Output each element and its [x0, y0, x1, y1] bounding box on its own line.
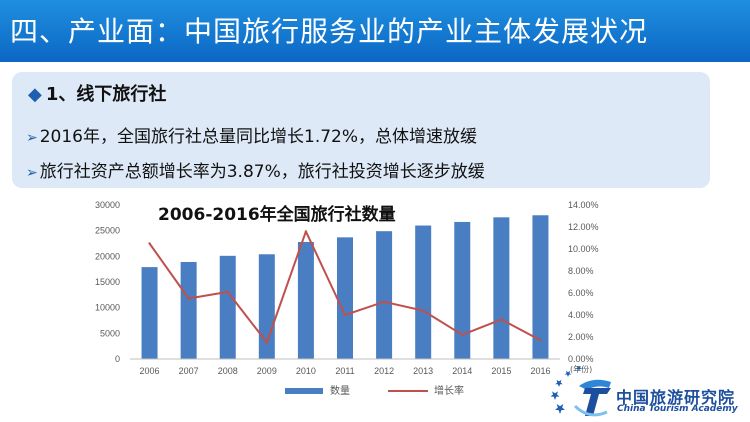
bar	[493, 217, 510, 359]
arrow-bullet-icon: ➢	[26, 130, 38, 146]
category-label: 2009	[257, 366, 277, 376]
title-bar: 四、产业面：中国旅行服务业的产业主体发展状况	[0, 0, 750, 62]
academy-logo	[550, 366, 611, 417]
bar	[532, 215, 549, 359]
bar	[297, 241, 314, 359]
category-label: 2011	[335, 366, 354, 376]
right-tick-label: 14.00%	[568, 200, 599, 210]
category-label: 2007	[179, 366, 199, 376]
bar	[337, 237, 353, 359]
category-label: 2012	[374, 366, 394, 376]
logo-name-cn: 中国旅游研究院	[616, 388, 736, 407]
growth-rate-point	[500, 318, 503, 321]
logo-name-en: China Tourism Academy	[617, 404, 738, 414]
arrow-bullet-icon: ➢	[26, 165, 38, 181]
left-tick-label: 20000	[95, 251, 120, 261]
section-heading-text: 1、线下旅行社	[45, 84, 167, 105]
growth-rate-point	[343, 313, 347, 317]
growth-rate-point	[226, 290, 229, 294]
growth-rate-point	[304, 230, 308, 233]
left-tick-label: 15000	[95, 277, 120, 287]
legend-bar-swatch	[285, 388, 323, 394]
category-label: 2008	[218, 366, 238, 376]
growth-rate-point	[421, 309, 425, 312]
left-tick-label: 10000	[95, 303, 120, 313]
bullet-text: 2016年，全国旅行社总量同比增长1.72%，总体增速放缓	[39, 127, 478, 147]
slide-title: 四、产业面：中国旅行服务业的产业主体发展状况	[10, 15, 649, 48]
growth-rate-point	[461, 333, 464, 336]
right-tick-label: 6.00%	[568, 288, 594, 298]
t-emblem-icon	[573, 379, 611, 417]
bar	[454, 221, 471, 359]
bar	[141, 267, 158, 359]
info-box	[12, 72, 710, 188]
bullet-text: 旅行社资产总额增长率为3.87%，旅行社投资增长逐步放缓	[39, 162, 485, 182]
category-label: 2006	[140, 366, 160, 376]
category-label: 2013	[413, 366, 433, 376]
growth-rate-point	[539, 339, 542, 342]
growth-rate-point	[265, 341, 269, 344]
left-tick-label: 0	[115, 354, 120, 364]
left-tick-label: 30000	[95, 200, 120, 210]
bar	[415, 225, 432, 359]
right-tick-label: 0.00%	[568, 354, 594, 364]
right-tick-label: 2.00%	[568, 332, 594, 342]
left-tick-label: 25000	[95, 226, 120, 236]
right-tick-label: 10.00%	[568, 244, 599, 254]
legend-bar-label: 数量	[330, 384, 350, 397]
diamond-bullet-icon: ◆	[28, 84, 42, 105]
bar	[219, 255, 236, 359]
combo-chart: 0 5000 10000 15000 20000 25000 30000 0.00% 2.00%…	[95, 200, 599, 397]
legend-line-label: 增长率	[434, 384, 464, 397]
chart-title: 2006-2016年全国旅行社数量	[158, 204, 396, 225]
left-tick-label: 5000	[100, 328, 120, 338]
growth-rate-point	[382, 300, 386, 303]
right-tick-label: 8.00%	[568, 266, 594, 276]
category-label: 2015	[491, 366, 511, 376]
section-heading: ◆ 1、线下旅行社	[28, 80, 166, 106]
star-arc-icon	[550, 366, 582, 414]
bullet-item: ➢ 旅行社资产总额增长率为3.87%，旅行社投资增长逐步放缓	[26, 157, 485, 182]
growth-rate-point	[187, 297, 190, 300]
right-tick-label: 12.00%	[568, 222, 599, 232]
category-label: 2016	[530, 366, 550, 376]
category-label: 2010	[296, 366, 316, 376]
bar	[376, 231, 393, 359]
right-tick-label: 4.00%	[568, 310, 594, 320]
bar	[180, 261, 197, 359]
bullet-item: ➢ 2016年，全国旅行社总量同比增长1.72%，总体增速放缓	[26, 122, 477, 147]
growth-rate-point	[148, 242, 151, 245]
category-label: 2014	[452, 366, 472, 376]
